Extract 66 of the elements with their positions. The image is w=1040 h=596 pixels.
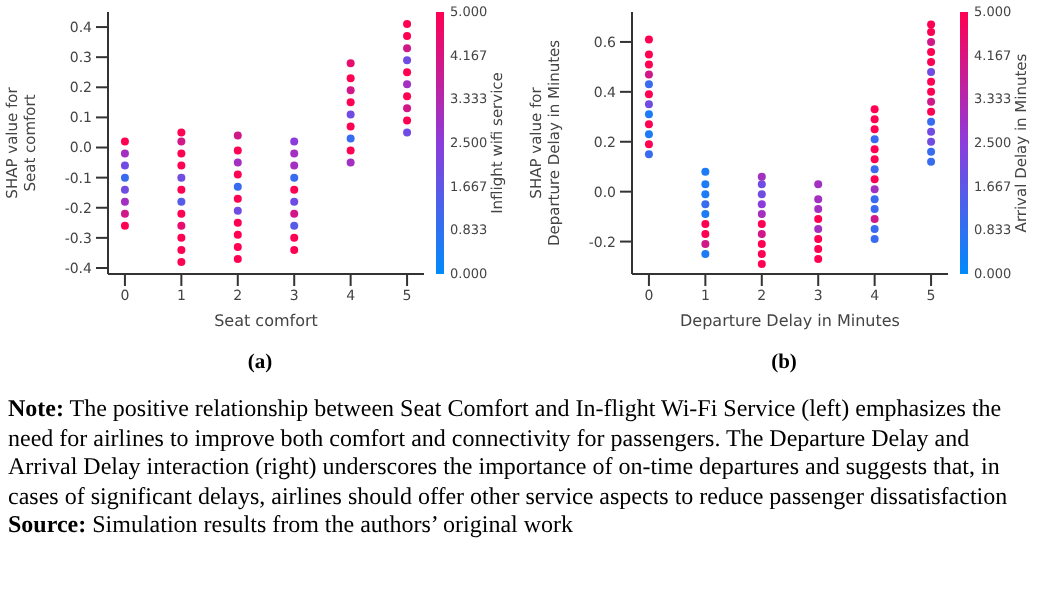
point xyxy=(177,209,186,218)
point xyxy=(346,122,355,131)
point xyxy=(290,137,299,146)
point xyxy=(403,92,412,101)
text: (a) xyxy=(245,352,275,374)
point xyxy=(403,80,412,89)
point xyxy=(120,197,129,206)
point xyxy=(346,134,355,143)
point xyxy=(346,146,355,155)
point xyxy=(120,149,129,158)
point xyxy=(120,161,129,170)
point xyxy=(346,110,355,119)
point xyxy=(177,137,186,146)
point xyxy=(403,104,412,113)
point xyxy=(290,149,299,158)
point xyxy=(120,209,129,218)
text: (b) xyxy=(769,352,799,374)
point xyxy=(177,233,186,242)
point xyxy=(403,20,412,29)
point xyxy=(177,257,186,266)
point xyxy=(120,185,129,194)
point xyxy=(177,128,186,137)
point xyxy=(290,233,299,242)
point xyxy=(233,146,242,155)
point xyxy=(346,86,355,95)
point xyxy=(177,197,186,206)
point xyxy=(233,206,242,215)
point xyxy=(290,197,299,206)
point xyxy=(346,59,355,68)
point xyxy=(177,245,186,254)
point xyxy=(233,254,242,263)
point xyxy=(233,158,242,167)
text: Note: The positive relationship between Seat Comfort and In-flight Wi-Fi Service (left) emphasizes the need for airlines to improve both comfort and connectivity for passengers. The Departure Delay and Arrival Delay interaction (right) underscores the importance of on-time departures and suggests that, in cases of significant delays, airlines should offer other service aspects to reduce passenger dissatisfaction xyxy=(8,394,1008,510)
point xyxy=(120,221,129,230)
point xyxy=(177,149,186,158)
point xyxy=(346,158,355,167)
point xyxy=(290,173,299,182)
point xyxy=(233,242,242,251)
point xyxy=(177,173,186,182)
point xyxy=(177,185,186,194)
point xyxy=(290,245,299,254)
point xyxy=(290,161,299,170)
point xyxy=(346,98,355,107)
point xyxy=(403,116,412,125)
point xyxy=(403,68,412,77)
point xyxy=(120,173,129,182)
point xyxy=(403,44,412,53)
point xyxy=(233,182,242,191)
x-axis-title: Departure Delay in Minutes xyxy=(680,312,900,330)
point xyxy=(290,209,299,218)
point xyxy=(177,221,186,230)
point xyxy=(233,218,242,227)
point xyxy=(403,32,412,41)
point xyxy=(403,56,412,65)
point xyxy=(290,221,299,230)
point xyxy=(120,137,129,146)
x-axis-title: Seat comfort xyxy=(214,312,318,330)
point xyxy=(177,161,186,170)
point xyxy=(403,128,412,137)
source-note: Source: Simulation results from the authors’ original work xyxy=(8,510,574,539)
point xyxy=(346,74,355,83)
point xyxy=(290,185,299,194)
point xyxy=(233,170,242,179)
point xyxy=(233,230,242,239)
point xyxy=(233,194,242,203)
point xyxy=(233,131,242,140)
